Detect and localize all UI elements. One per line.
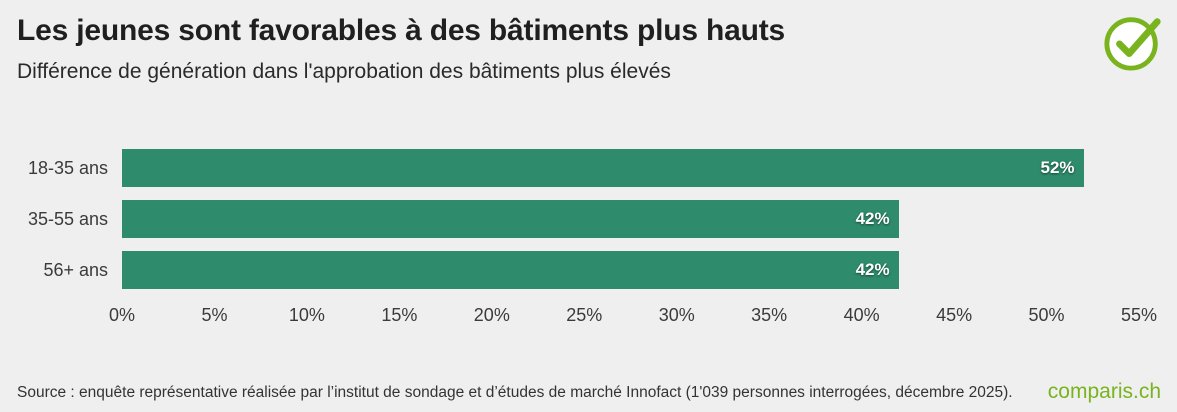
- footer: Source : enquête représentative réalisée…: [17, 380, 1161, 404]
- bar-row: 35-55 ans 42%: [0, 200, 1139, 238]
- bar-value-label: 52%: [1040, 158, 1075, 177]
- x-tick-label: 10%: [288, 305, 325, 325]
- x-axis: 0% 5% 10% 15% 20% 25% 30% 35% 40% 45% 50% 55%: [109, 305, 1157, 329]
- x-tick-label: 15%: [381, 305, 418, 325]
- bar-rows: 18-35 ans 52% 35-55 ans 42% 56+ ans 42%: [0, 149, 1139, 289]
- bar-chart: 18-35 ans 52% 35-55 ans 42% 56+ ans 42% 0% 5% 1…: [0, 149, 1177, 329]
- chart-subtitle: Différence de génération dans l'approbat…: [17, 59, 671, 83]
- x-tick-label: 50%: [1028, 305, 1065, 325]
- x-tick-label: 30%: [658, 305, 695, 325]
- chart-title: Les jeunes sont favorables à des bâtimen…: [17, 14, 785, 47]
- plot-area: 42%: [122, 200, 1139, 238]
- bar: 42%: [122, 251, 899, 289]
- comparis-logo: comparis.ch: [1047, 380, 1161, 403]
- category-label: 35-55 ans: [27, 208, 108, 229]
- x-tick-label: 5%: [201, 305, 228, 325]
- x-tick-label: 45%: [936, 305, 973, 325]
- source-text: Source : enquête représentative réalisée…: [17, 384, 1013, 402]
- x-tick-label: 55%: [1120, 305, 1158, 325]
- bar: 42%: [122, 200, 899, 238]
- category-label: 18-35 ans: [27, 157, 108, 178]
- category-label: 56+ ans: [43, 259, 108, 280]
- plot-area: 52%: [122, 149, 1139, 187]
- x-tick-label: 40%: [843, 305, 880, 325]
- check-circle-icon: [1103, 10, 1165, 72]
- x-tick-label: 25%: [566, 305, 603, 325]
- bar-row: 18-35 ans 52%: [0, 149, 1139, 187]
- plot-area: 42%: [122, 251, 1139, 289]
- x-tick-label: 20%: [473, 305, 510, 325]
- header: Les jeunes sont favorables à des bâtimen…: [17, 14, 1077, 84]
- bar-value-label: 42%: [855, 209, 890, 228]
- bar-row: 56+ ans 42%: [0, 251, 1139, 289]
- x-tick-label: 35%: [751, 305, 788, 325]
- bar: 52%: [122, 149, 1084, 187]
- bar-value-label: 42%: [855, 260, 890, 279]
- x-tick-label: 0%: [108, 305, 136, 325]
